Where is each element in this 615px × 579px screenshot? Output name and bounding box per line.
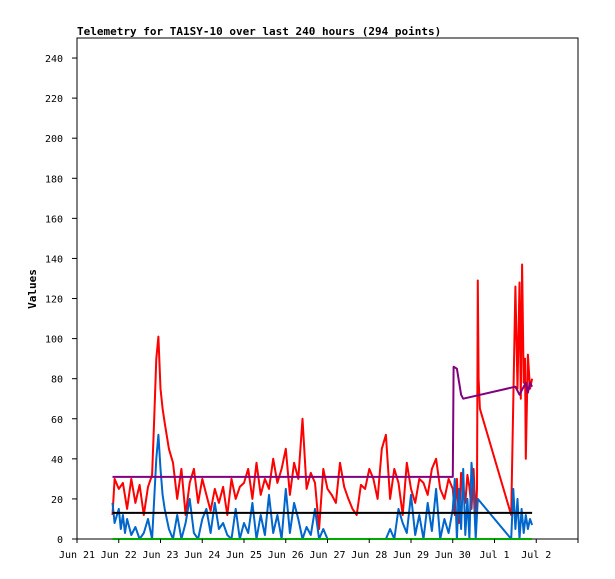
y-tick-label: 200 — [45, 134, 63, 145]
series-line-3 — [112, 365, 533, 478]
x-tick-label: Jun 24 — [184, 550, 220, 561]
chart-title: Telemetry for TA1SY-10 over last 240 hou… — [77, 25, 441, 38]
x-axis: Jun 21 Jun 22 Jun 23 Jun 24 Jun 25 Jun 26 Jun … — [59, 539, 579, 561]
x-tick-label: Jun 22 — [101, 550, 137, 561]
x-tick-label: Jun 21 — [59, 550, 95, 561]
x-tick-label: Jun 29 — [393, 550, 429, 561]
x-tick-label: Jun 26 — [268, 550, 304, 561]
y-tick-label: 140 — [45, 254, 63, 265]
y-tick-label: 20 — [51, 495, 63, 506]
y-tick-label: 160 — [45, 214, 63, 225]
x-tick-label: Jun 25 — [226, 550, 262, 561]
y-tick-label: 60 — [51, 415, 63, 426]
x-tick-label: Jul 2 — [521, 550, 551, 561]
y-tick-label: 240 — [45, 54, 63, 65]
y-axis-label: Values — [26, 269, 39, 309]
x-tick-label: Jun 28 — [351, 550, 387, 561]
y-tick-label: 220 — [45, 94, 63, 105]
y-tick-label: 80 — [51, 375, 63, 386]
y-tick-label: 100 — [45, 335, 63, 346]
y-axis: 0 20 40 60 80 100 120 140 160 180 200 220 240 — [45, 54, 77, 546]
series-layer — [111, 263, 534, 540]
x-tick-label: Jul 1 — [479, 550, 509, 561]
x-tick-label: Jun 30 — [435, 550, 471, 561]
x-tick-label: Jun 27 — [309, 550, 345, 561]
y-tick-label: 0 — [57, 535, 63, 546]
y-tick-label: 40 — [51, 455, 63, 466]
series-line-2 — [111, 433, 534, 540]
y-tick-label: 120 — [45, 295, 63, 306]
y-tick-label: 180 — [45, 174, 63, 185]
x-tick-label: Jun 23 — [142, 550, 178, 561]
